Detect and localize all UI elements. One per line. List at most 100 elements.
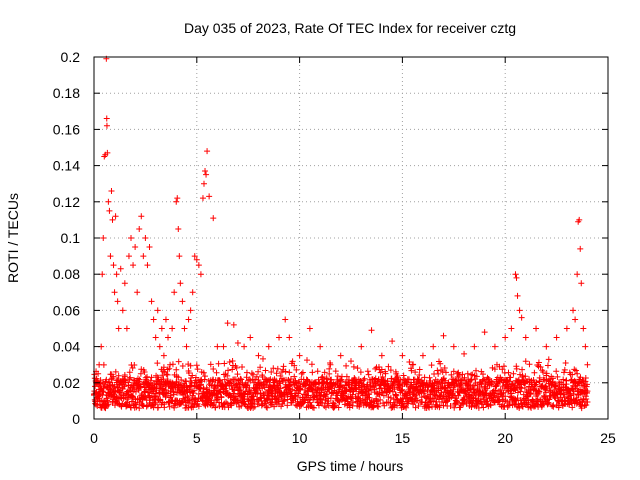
data-point <box>334 380 341 387</box>
data-point <box>365 371 372 378</box>
data-point <box>306 325 313 332</box>
data-point <box>442 377 449 384</box>
data-point <box>459 371 466 378</box>
data-point <box>317 392 324 399</box>
data-point <box>255 352 262 359</box>
data-point <box>175 374 182 381</box>
data-point <box>265 343 272 350</box>
data-point <box>521 384 528 391</box>
data-point <box>255 376 262 383</box>
data-point <box>375 403 382 410</box>
data-point <box>574 271 581 278</box>
data-point <box>179 298 186 305</box>
data-point <box>151 401 158 408</box>
data-point <box>160 364 167 371</box>
data-point <box>287 375 294 382</box>
data-point <box>335 397 342 404</box>
data-point <box>215 360 222 367</box>
y-tick-label: 0.2 <box>61 49 81 65</box>
data-point <box>441 364 448 371</box>
data-point <box>516 307 523 314</box>
data-point <box>491 366 498 373</box>
data-point <box>181 325 188 332</box>
y-tick-label: 0.18 <box>53 85 80 101</box>
data-point <box>253 373 260 380</box>
y-tick-label: 0.06 <box>53 302 80 318</box>
data-point <box>189 289 196 296</box>
data-point <box>213 369 220 376</box>
data-point <box>289 386 296 393</box>
data-point <box>419 352 426 359</box>
data-point <box>165 334 172 341</box>
data-point <box>336 377 343 384</box>
data-point <box>435 370 442 377</box>
data-point <box>570 307 577 314</box>
data-point <box>221 360 228 367</box>
data-point <box>267 401 274 408</box>
data-point <box>560 376 567 383</box>
data-point <box>361 375 368 382</box>
data-point <box>136 225 143 232</box>
x-tick-label: 0 <box>90 430 98 446</box>
data-point <box>577 245 584 252</box>
data-point <box>467 377 474 384</box>
data-point <box>338 378 345 385</box>
data-point <box>409 361 416 368</box>
data-point <box>388 375 395 382</box>
data-point <box>224 320 231 327</box>
data-point <box>377 396 384 403</box>
data-point <box>520 391 527 398</box>
data-point <box>195 262 202 269</box>
data-point <box>250 371 257 378</box>
data-point <box>238 402 245 409</box>
data-point <box>96 361 103 368</box>
data-point <box>335 404 342 411</box>
data-point <box>562 360 569 367</box>
data-point <box>174 195 181 202</box>
data-point <box>126 376 133 383</box>
data-point <box>567 398 574 405</box>
data-point <box>354 365 361 372</box>
axis-ticks: 0 5 10 15 20 25 0 0.02 0.04 0.06 0.08 0.1 0.12 0.14 0.… <box>53 49 616 446</box>
data-point <box>247 334 254 341</box>
data-point <box>212 404 219 411</box>
data-point <box>516 404 523 411</box>
data-point <box>220 343 227 350</box>
data-point <box>162 316 169 323</box>
y-tick-label: 0 <box>72 411 80 427</box>
data-point <box>513 365 520 372</box>
y-tick-label: 0.02 <box>53 375 80 391</box>
data-point <box>237 375 244 382</box>
data-point <box>406 358 413 365</box>
data-point <box>428 362 435 369</box>
data-point <box>131 361 138 368</box>
data-point <box>500 363 507 370</box>
data-point <box>522 334 529 341</box>
data-point <box>134 289 141 296</box>
data-point <box>105 198 112 205</box>
data-point <box>200 180 207 187</box>
data-point <box>487 402 494 409</box>
data-point <box>491 343 498 350</box>
data-point <box>291 362 298 369</box>
data-point <box>243 369 250 376</box>
data-point <box>128 235 135 241</box>
data-point <box>104 398 111 405</box>
data-point <box>202 168 209 175</box>
data-point <box>195 403 202 410</box>
data-point <box>327 395 334 402</box>
data-point <box>105 385 112 392</box>
data-point <box>321 369 328 376</box>
data-point <box>221 376 228 383</box>
data-point <box>193 256 200 263</box>
data-point <box>198 378 205 385</box>
data-point <box>569 371 576 378</box>
data-point <box>545 399 552 406</box>
data-point <box>304 357 311 364</box>
data-point <box>385 363 392 370</box>
data-point <box>112 213 119 220</box>
data-point <box>262 367 269 374</box>
data-point <box>584 361 591 368</box>
data-point <box>142 235 149 241</box>
data-point <box>160 386 167 393</box>
